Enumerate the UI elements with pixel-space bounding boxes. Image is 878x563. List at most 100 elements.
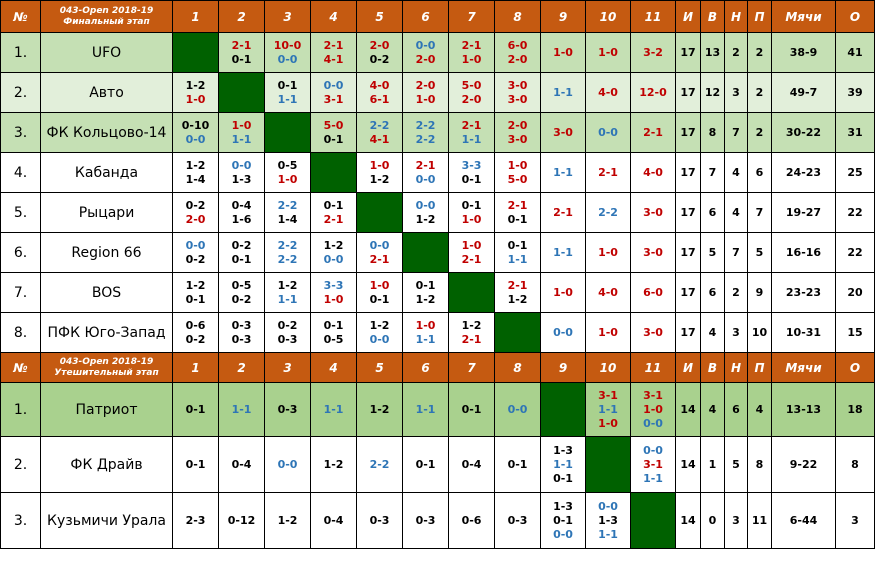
- match-cell: 2-1 1-1: [448, 112, 495, 153]
- match-cell: 5-0 0-1: [310, 112, 357, 153]
- stat-points: 20: [835, 272, 875, 313]
- match-score: 1-1: [553, 85, 573, 99]
- match-score: 0-0: [507, 402, 528, 416]
- match-score: 3-0: [507, 92, 528, 106]
- match-score: 1-0: [461, 52, 482, 66]
- match-cell: 2-0 1-0: [402, 72, 449, 113]
- match-score: 2-2: [369, 457, 390, 471]
- stat-goals: 38-9: [771, 32, 836, 73]
- match-score: 0-1: [369, 292, 390, 306]
- match-score: 2-1: [507, 198, 528, 212]
- match-score: 3-1: [598, 388, 618, 402]
- match-cell: 3-0: [630, 232, 676, 273]
- match-cell: 2-2 2-2: [402, 112, 449, 153]
- match-score: 2-1: [415, 158, 436, 172]
- match-cell: 0-0 0-2: [172, 232, 219, 273]
- match-score: 0-0: [277, 457, 298, 471]
- match-cell: 0-1: [172, 436, 219, 493]
- stat-points: 18: [835, 382, 875, 437]
- header-col: 7: [448, 0, 495, 33]
- header-col: И: [675, 0, 701, 33]
- match-score: 1-0: [507, 158, 528, 172]
- standings-table: № 043-Open 2018-19 Финальный этап 1 2 3 4 5 6 7 8 9…: [0, 0, 875, 549]
- match-score: 2-0: [507, 52, 528, 66]
- match-score: 0-1: [507, 212, 528, 226]
- stat-losses: 6: [747, 152, 772, 193]
- match-score: 0-1: [507, 457, 528, 471]
- stat-draws: 4: [724, 152, 748, 193]
- match-score: 4-0: [369, 78, 390, 92]
- section-title-line2: Утешительный этап: [54, 367, 159, 378]
- stat-losses: 2: [747, 112, 772, 153]
- match-cell: 3-3 1-0: [310, 272, 357, 313]
- match-score: 0-0: [185, 132, 206, 146]
- team-position: 4.: [0, 152, 41, 193]
- team-name: ФК Драйв: [40, 436, 173, 493]
- match-cell: 0-6 0-2: [172, 312, 219, 353]
- match-cell: 0-2 0-3: [264, 312, 311, 353]
- match-score: 2-1: [461, 252, 482, 266]
- match-score: 1-1: [277, 292, 298, 306]
- stat-losses: 7: [747, 192, 772, 233]
- match-cell: 2-2 2-2: [264, 232, 311, 273]
- stat-goals: 23-23: [771, 272, 836, 313]
- match-cell: 0-10 0-0: [172, 112, 219, 153]
- match-cell: 3-0 3-0: [494, 72, 541, 113]
- match-cell: 0-1: [494, 436, 541, 493]
- header-col: 4: [310, 0, 357, 33]
- match-cell: 0-0 1-2: [402, 192, 449, 233]
- stat-games: 14: [675, 436, 701, 493]
- match-cell: 1-1: [218, 382, 265, 437]
- match-score: 1-2: [507, 292, 528, 306]
- match-score: 0-1: [461, 198, 482, 212]
- stat-games: 17: [675, 192, 701, 233]
- section-title-line1: 043-Open 2018-19: [59, 5, 154, 16]
- team-name: Авто: [40, 72, 173, 113]
- match-cell: 4-0 6-1: [356, 72, 403, 113]
- stat-draws: 3: [724, 312, 748, 353]
- team-name: BOS: [40, 272, 173, 313]
- match-cell: 3-0: [540, 112, 586, 153]
- match-score: 0-2: [185, 252, 206, 266]
- match-score: 3-2: [643, 45, 663, 59]
- match-cell: 0-1 2-1: [310, 192, 357, 233]
- stat-wins: 5: [700, 232, 725, 273]
- header-col: Мячи: [771, 352, 836, 383]
- match-score: 3-0: [643, 245, 663, 259]
- match-cell: 1-2 2-1: [448, 312, 495, 353]
- match-cell: 3-0: [630, 192, 676, 233]
- match-score: 0-0: [415, 198, 436, 212]
- match-cell: 0-3: [356, 492, 403, 549]
- match-score: 1-0: [598, 416, 618, 430]
- stat-goals: 10-31: [771, 312, 836, 353]
- match-cell: 0-1 1-1: [264, 72, 311, 113]
- team-position: 7.: [0, 272, 41, 313]
- match-score: 0-0: [231, 158, 252, 172]
- match-cell: 1-1: [540, 152, 586, 193]
- match-cell: 0-4: [218, 436, 265, 493]
- team-row: 3. ФК Кольцово-14 0-10 0-0 1-0 1-1 5-0 0-1 2-2 4-…: [0, 112, 875, 153]
- match-score: 0-2: [185, 198, 206, 212]
- match-score: 3-1: [643, 388, 663, 402]
- match-score: 1-2: [369, 172, 390, 186]
- stat-losses: 2: [747, 32, 772, 73]
- match-score: 0-6: [185, 318, 206, 332]
- match-cell: 0-1 1-1: [494, 232, 541, 273]
- stat-games: 14: [675, 492, 701, 549]
- match-score: 2-1: [507, 278, 528, 292]
- match-score: 0-1: [185, 402, 206, 416]
- match-score: 1-2: [323, 238, 344, 252]
- match-score: 0-2: [369, 52, 390, 66]
- match-score: 2-0: [461, 92, 482, 106]
- match-cell: 4-0: [585, 272, 631, 313]
- match-score: 0-0: [598, 125, 618, 139]
- match-score: 0-0: [415, 38, 436, 52]
- match-score: 0-0: [553, 325, 573, 339]
- match-cell: 0-12: [218, 492, 265, 549]
- match-cell: 6-0 2-0: [494, 32, 541, 73]
- match-score: 0-1: [185, 457, 206, 471]
- match-cell: 1-2: [310, 436, 357, 493]
- match-cell: 0-0 1-3 1-1: [585, 492, 631, 549]
- team-row: 5. Рыцари 0-2 2-0 0-4 1-6 2-2 1-4 0-1 2-1 0-0 1-2 0-…: [0, 192, 875, 233]
- header-col: Мячи: [771, 0, 836, 33]
